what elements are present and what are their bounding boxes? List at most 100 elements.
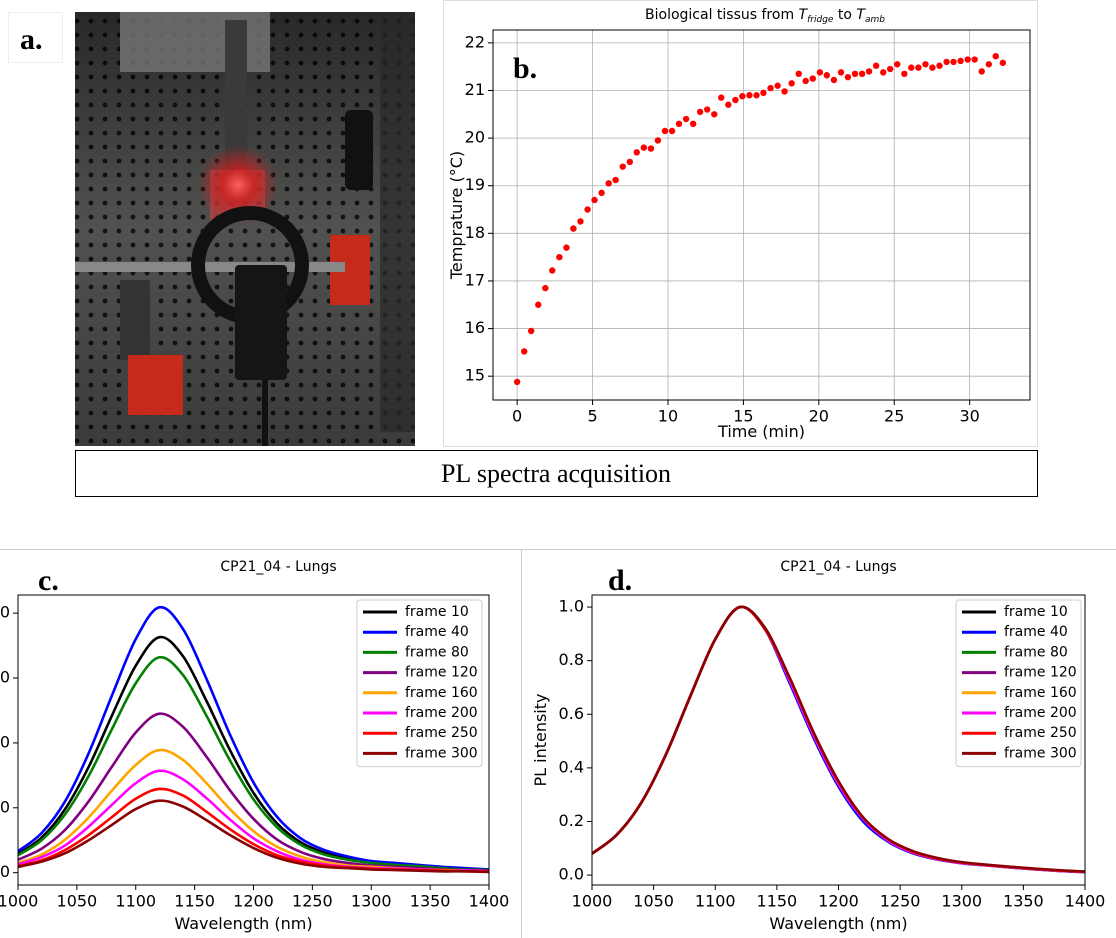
- axes-frame: [492, 29, 1031, 401]
- legend-label: frame 250: [1004, 725, 1077, 741]
- legend-box: [955, 599, 1082, 768]
- y-tick-label: 1000: [0, 797, 10, 816]
- legend-label: frame 160: [1004, 685, 1077, 701]
- x-tick-label: 1050: [57, 892, 98, 911]
- axes-frame: [591, 594, 1086, 886]
- y-tick-label: 18: [465, 223, 485, 242]
- panel-label: b.: [513, 52, 537, 85]
- point: [901, 70, 908, 78]
- legend-label: frame 80: [405, 644, 469, 660]
- point: [556, 253, 563, 261]
- x-tick-label: 1050: [633, 892, 674, 911]
- point: [999, 59, 1007, 67]
- y-tick-label: 0.8: [559, 650, 584, 669]
- point: [767, 84, 774, 92]
- panel-label: a.: [20, 23, 43, 56]
- y-tick-label: 15: [465, 366, 485, 385]
- x-tick-label: 1150: [757, 892, 798, 911]
- point: [647, 145, 655, 152]
- point: [851, 70, 859, 78]
- point: [689, 120, 697, 128]
- legend-label: frame 200: [405, 705, 478, 721]
- x-tick-label: 15: [733, 407, 753, 426]
- x-tick-label: 1400: [469, 892, 510, 911]
- point: [640, 144, 648, 151]
- y-tick-label: 16: [465, 318, 485, 337]
- point: [957, 57, 964, 65]
- plot-area: [592, 605, 1085, 874]
- point: [802, 77, 809, 85]
- panel-frame: [443, 0, 1038, 447]
- point: [668, 127, 676, 135]
- legend-label: frame 120: [1004, 665, 1077, 681]
- point: [682, 115, 690, 123]
- x-tick-label: 5: [587, 407, 597, 426]
- point: [915, 64, 922, 71]
- caption-box: [75, 450, 1038, 497]
- point: [908, 64, 915, 71]
- x-tick-label: 25: [884, 407, 904, 426]
- x-tick-label: 1000: [572, 892, 613, 911]
- title-part: Biological tissus from: [645, 7, 799, 23]
- plot-area: [18, 605, 489, 874]
- x-axis-label: Wavelength (nm): [174, 914, 312, 933]
- point: [992, 52, 999, 60]
- line: [18, 769, 489, 873]
- x-tick-label: 1100: [115, 892, 156, 911]
- point: [619, 163, 626, 170]
- point: [570, 225, 577, 232]
- x-axis-label: Time (min): [717, 422, 805, 441]
- y-tick-label: 20: [465, 128, 485, 147]
- point: [809, 75, 816, 82]
- title-part: fridge: [807, 15, 834, 25]
- legend-label: frame 200: [1004, 705, 1077, 721]
- x-tick-label: 30: [959, 407, 979, 426]
- x-axis-label: Wavelength (nm): [769, 914, 907, 933]
- point: [978, 68, 985, 75]
- x-tick-label: 1100: [695, 892, 736, 911]
- y-tick-label: 0.4: [559, 757, 584, 776]
- point: [872, 62, 880, 69]
- photo: [75, 12, 415, 446]
- chart: 0 5 10 15 20 25 30 15 16 17 18 19 20 21 22 Time (min) Te…: [447, 29, 1031, 441]
- x-tick-label: 20: [809, 407, 829, 426]
- x-tick-label: 1150: [174, 892, 215, 911]
- chart-title: Biological tissus from Tfridge to Tamb: [645, 7, 885, 25]
- point: [563, 244, 570, 251]
- point: [880, 69, 887, 76]
- point: [513, 378, 521, 386]
- point: [886, 65, 894, 73]
- point: [865, 68, 873, 75]
- caption: PL spectra acquisition: [441, 459, 671, 488]
- y-tick-label: 0: [0, 862, 10, 881]
- point: [858, 70, 866, 78]
- legend-label: frame 10: [1004, 604, 1068, 620]
- point: [612, 176, 619, 184]
- legend-label: frame 80: [1004, 644, 1068, 660]
- y-tick-label: 21: [465, 80, 485, 99]
- point: [830, 76, 838, 84]
- point: [633, 149, 640, 156]
- x-tick-label: 1300: [351, 892, 392, 911]
- legend-label: frame 300: [405, 745, 478, 761]
- legend-label: frame 250: [405, 725, 478, 741]
- point: [936, 62, 943, 69]
- y-tick-label: 3000: [0, 668, 10, 687]
- point: [542, 284, 549, 292]
- point: [985, 61, 993, 68]
- x-tick-label: 1350: [1003, 892, 1044, 911]
- x-tick-label: 1250: [292, 892, 333, 911]
- point: [739, 92, 746, 100]
- point: [788, 80, 795, 87]
- point: [844, 73, 852, 81]
- point: [929, 64, 936, 71]
- point: [703, 106, 711, 113]
- point: [971, 56, 978, 63]
- point: [746, 92, 753, 99]
- y-tick-label: 0.2: [559, 811, 584, 830]
- chart-title: CP21_04 - Lungs: [780, 559, 896, 575]
- legend-label: frame 40: [1004, 624, 1068, 640]
- legend-label: frame 300: [1004, 745, 1077, 761]
